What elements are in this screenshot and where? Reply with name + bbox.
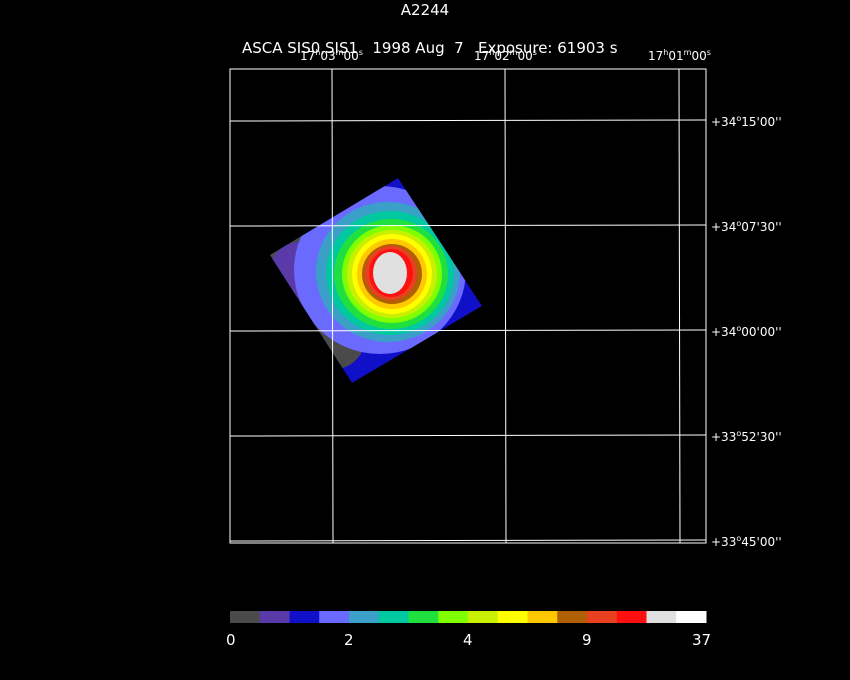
colorbar-tick-label: 37 (692, 631, 712, 649)
dec-label: +33o52'30'' (711, 429, 782, 444)
colorbar (230, 611, 707, 623)
object-title: A2244 (400, 1, 450, 19)
colorbar-swatch (616, 611, 647, 623)
colorbar-tick-label: 0 (226, 631, 236, 649)
colorbar-tick-label: 4 (463, 631, 473, 649)
ra-label: 17h03m00s (300, 48, 363, 63)
colorbar-swatch (587, 611, 618, 623)
coordinate-grid (229, 68, 707, 544)
colorbar-tick-label: 9 (582, 631, 592, 649)
colorbar-tick-label: 2 (344, 631, 354, 649)
observation-info: ASCA SIS0,SIS1 1998 Aug 7 Exposure: 6190… (0, 21, 850, 57)
ra-label: 17h02m00s (474, 48, 537, 63)
ra-label: 17h01m00s (648, 48, 711, 63)
colorbar-swatch (676, 611, 707, 623)
colorbar-swatch (378, 611, 409, 623)
colorbar-swatch (319, 611, 350, 623)
instrument-label: ASCA SIS0,SIS1 (241, 39, 359, 57)
colorbar-swatch (349, 611, 380, 623)
dec-label: +33o45'00'' (711, 534, 782, 549)
colorbar-swatch (230, 611, 261, 623)
dec-label: +34o00'00'' (711, 324, 782, 339)
exposure-label: Exposure: 61903 s (477, 39, 618, 57)
colorbar-swatch (468, 611, 499, 623)
colorbar-swatch (497, 611, 528, 623)
dec-label: +34o15'00'' (711, 114, 782, 129)
colorbar-swatch (408, 611, 439, 623)
colorbar-swatch (259, 611, 290, 623)
colorbar-swatch (438, 611, 469, 623)
detector-image (270, 178, 482, 383)
colorbar-swatch (557, 611, 588, 623)
colorbar-swatch (646, 611, 677, 623)
date-label: 1998 Aug 7 (372, 39, 464, 57)
colorbar-swatch (527, 611, 558, 623)
colorbar-swatch (289, 611, 320, 623)
dec-label: +34o07'30'' (711, 219, 782, 234)
